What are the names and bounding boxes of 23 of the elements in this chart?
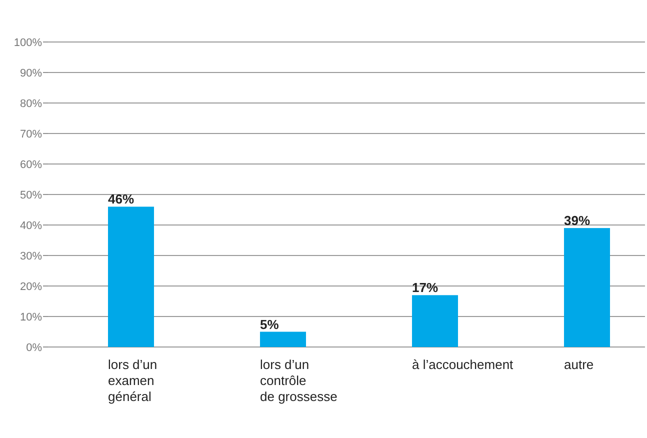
data-label: 39% (564, 213, 590, 228)
y-tick-label: 30% (20, 250, 42, 262)
y-tick-label: 90% (20, 67, 42, 80)
bar (108, 206, 154, 347)
bar (260, 332, 306, 347)
y-tick-label: 60% (20, 158, 42, 171)
data-label: 17% (412, 280, 438, 296)
y-tick-label: 70% (20, 128, 42, 140)
bar (564, 228, 610, 347)
x-tick-label: à l’accouchement (412, 357, 514, 372)
y-tick-label: 40% (20, 220, 42, 232)
data-label: 5% (260, 316, 280, 332)
y-tick-label: 10% (20, 311, 42, 324)
y-tick-label: 0% (26, 342, 42, 354)
y-tick-label: 20% (20, 280, 42, 293)
x-tick-label: autre (564, 357, 594, 372)
y-tick-label: 100% (14, 36, 42, 49)
y-tick-label: 50% (20, 189, 42, 202)
data-label: 46% (108, 192, 134, 207)
y-tick-label: 80% (20, 98, 42, 110)
x-tick-label: lors d’un examen général (108, 357, 158, 404)
bar (412, 295, 458, 347)
x-tick-label: lors d’un contrôle de grossesse (260, 357, 338, 404)
